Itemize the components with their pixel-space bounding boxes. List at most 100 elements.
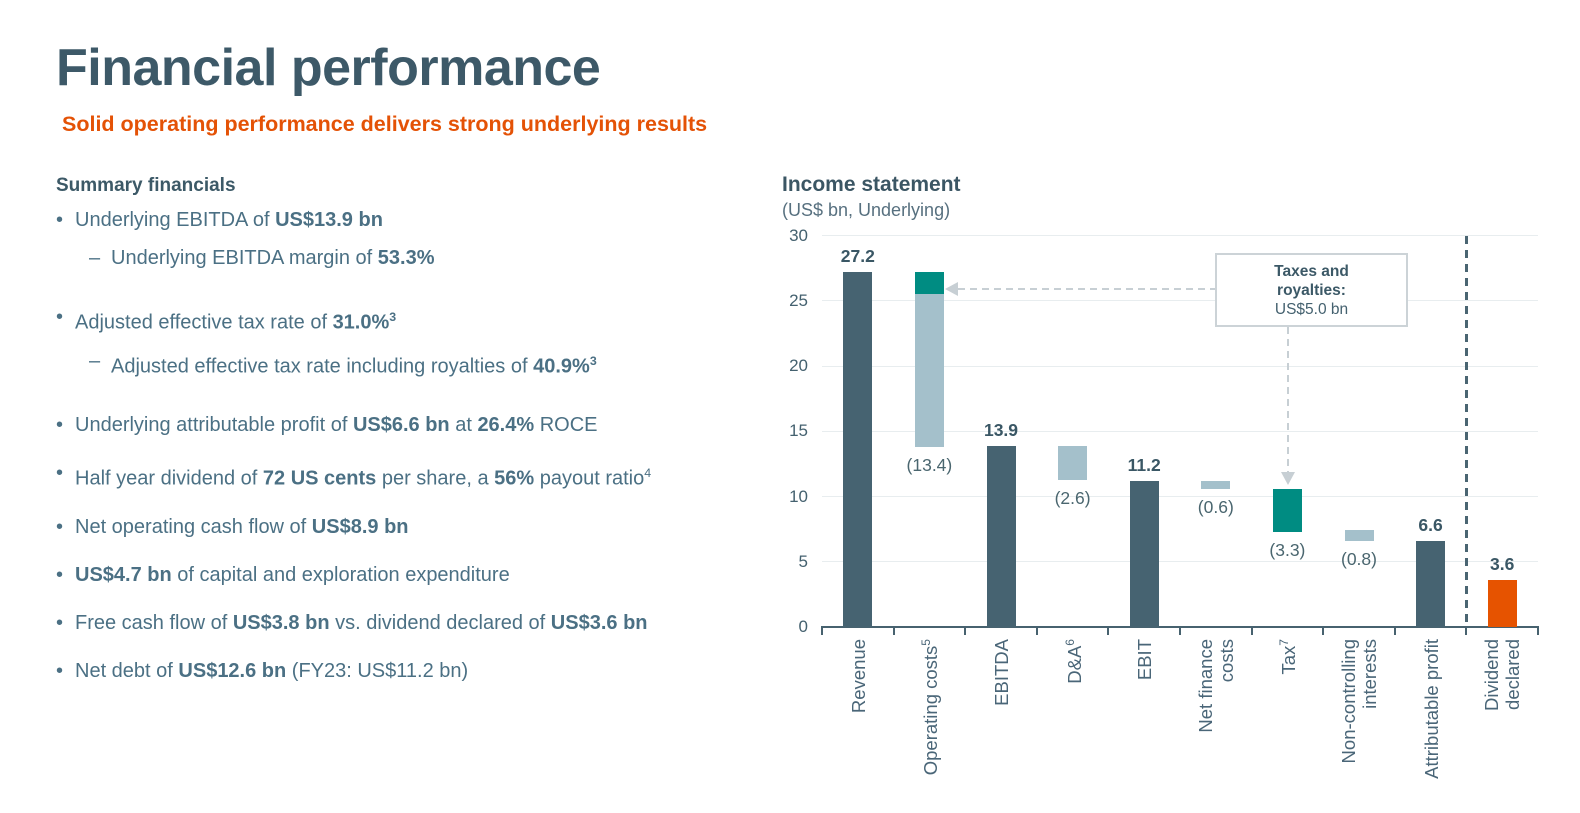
taxes-royalties-callout: Taxes and royalties: US$5.0 bn bbox=[1215, 253, 1408, 327]
bullet-marker: • bbox=[56, 563, 64, 586]
axis-tick bbox=[1465, 627, 1468, 635]
bar-attributable-profit-segment bbox=[1416, 540, 1446, 627]
bullet-marker: • bbox=[56, 462, 64, 485]
bar-value-label: 13.9 bbox=[983, 419, 1019, 440]
bar-value-label: (0.8) bbox=[1341, 548, 1377, 569]
summary-bullet-list: • Underlying EBITDA of US$13.9 bn – Underly… bbox=[56, 208, 766, 684]
bullet-text: Adjusted effective tax rate including ro… bbox=[111, 353, 597, 378]
page-title: Financial performance bbox=[56, 39, 601, 97]
bullet-text: US$4.7 bn of capital and exploration exp… bbox=[75, 563, 510, 586]
dividend-separator-line bbox=[1465, 236, 1468, 627]
bar-dividend-declared-segment bbox=[1487, 580, 1517, 627]
bullet-marker: • bbox=[56, 414, 64, 437]
chart-plot-area: Taxes and royalties: US$5.0 bn 0 5 10 15 20 2… bbox=[782, 226, 1578, 813]
bar-operating-costs-segment bbox=[914, 294, 944, 447]
chart-title: Income statement bbox=[782, 173, 961, 196]
axis-tick bbox=[1035, 627, 1038, 635]
callout-arrow-horizontal bbox=[958, 288, 1215, 291]
callout-line-1: Taxes and bbox=[1274, 263, 1349, 280]
callout-line-2: royalties: bbox=[1277, 282, 1346, 299]
gridline bbox=[822, 300, 1538, 302]
axis-tick bbox=[1322, 627, 1325, 635]
gridline bbox=[822, 496, 1538, 497]
y-axis-tick-label: 10 bbox=[789, 486, 808, 506]
x-axis-category-label: Operating costs5 bbox=[919, 639, 942, 776]
bar-value-label: 27.2 bbox=[840, 246, 875, 267]
chart-subtitle: (US$ bn, Underlying) bbox=[782, 200, 951, 220]
bar-value-label: (3.3) bbox=[1269, 539, 1306, 560]
bullet-marker: • bbox=[56, 515, 64, 538]
bar-ebit-segment bbox=[1129, 480, 1159, 627]
bullet-text: Underlying EBITDA of US$13.9 bn bbox=[75, 209, 383, 231]
y-axis-tick-label: 30 bbox=[789, 225, 808, 245]
bullet-marker: – bbox=[89, 349, 101, 372]
x-axis-category-label: Attributable profit bbox=[1420, 639, 1442, 779]
x-axis-category-label: EBIT bbox=[1133, 639, 1155, 681]
axis-tick bbox=[1179, 627, 1181, 635]
bar-value-label: (0.6) bbox=[1197, 496, 1234, 517]
bar-value-label: 11.2 bbox=[1127, 454, 1161, 475]
bullet-text: Underlying EBITDA margin of 53.3% bbox=[111, 247, 435, 269]
summary-heading: Summary financials bbox=[56, 175, 236, 196]
bullet-text: Underlying attributable profit of US$6.6… bbox=[75, 414, 598, 437]
bullet-text: Adjusted effective tax rate of 31.0%3 bbox=[75, 310, 397, 334]
axis-tick bbox=[964, 627, 967, 635]
y-axis-tick-label: 20 bbox=[789, 356, 808, 375]
bar-ebitda-segment bbox=[986, 445, 1016, 627]
x-axis-category-label: Non-controlling interests bbox=[1338, 639, 1380, 764]
bar-value-label: (13.4) bbox=[906, 454, 953, 475]
sub-bullet-item: – Underlying EBITDA margin of 53.3% bbox=[89, 246, 766, 271]
x-axis-category-label: D&A6 bbox=[1063, 639, 1086, 684]
bullet-text: Half year dividend of 72 US cents per sh… bbox=[75, 466, 652, 490]
callout-arrowhead-left-icon bbox=[945, 282, 958, 296]
x-axis-category-label: EBITDA bbox=[990, 639, 1012, 706]
x-axis-category-label: Net finance costs bbox=[1194, 639, 1237, 733]
bullet-marker: • bbox=[56, 611, 64, 634]
bullet-marker: • bbox=[56, 209, 64, 231]
x-axis-category-label: Dividend declared bbox=[1481, 639, 1524, 711]
bullet-item: • US$4.7 bn of capital and exploration ex… bbox=[56, 563, 766, 588]
bullet-text: Free cash flow of US$3.8 bn vs. dividend… bbox=[75, 611, 648, 634]
bullet-marker: • bbox=[56, 659, 64, 682]
y-axis-tick-label: 15 bbox=[789, 421, 808, 441]
bar-tax-segment bbox=[1272, 488, 1302, 532]
gridline bbox=[822, 561, 1538, 563]
bullet-text: Net debt of US$12.6 bn (FY23: US$11.2 bn… bbox=[75, 659, 469, 682]
page-subtitle: Solid operating performance delivers str… bbox=[62, 112, 708, 136]
y-axis-tick-label: 5 bbox=[798, 551, 808, 571]
bar-operating-costs-segment bbox=[914, 272, 944, 295]
axis-tick bbox=[1393, 627, 1396, 635]
bar-value-label: 3.6 bbox=[1490, 554, 1515, 575]
bullet-item: • Net operating cash flow of US$8.9 bn bbox=[56, 515, 766, 540]
bullet-item: • Adjusted effective tax rate of 31.0%3 bbox=[56, 305, 766, 336]
axis-tick bbox=[1250, 627, 1253, 635]
chart-header: Income statement (US$ bn, Underlying) bbox=[782, 172, 961, 222]
bar-revenue-segment bbox=[843, 272, 873, 627]
bullet-item: • Underlying attributable profit of US$6.… bbox=[56, 413, 766, 438]
bullet-item: • Half year dividend of 72 US cents per s… bbox=[56, 461, 766, 492]
axis-tick bbox=[821, 627, 823, 635]
gridline bbox=[822, 430, 1538, 432]
y-axis-tick-label: 0 bbox=[798, 617, 808, 636]
bullet-marker: • bbox=[56, 306, 64, 328]
callout-arrowhead-down-icon bbox=[1281, 472, 1295, 485]
gridline bbox=[822, 235, 1538, 236]
y-axis-tick-label: 25 bbox=[789, 290, 808, 310]
axis-tick bbox=[892, 627, 895, 635]
bullet-marker: – bbox=[89, 247, 101, 269]
axis-tick bbox=[1537, 627, 1539, 635]
bar-value-label: (2.6) bbox=[1054, 487, 1091, 508]
bullet-text: Net operating cash flow of US$8.9 bn bbox=[75, 515, 409, 538]
axis-tick bbox=[1107, 627, 1110, 635]
gridline bbox=[822, 365, 1538, 367]
bar-net-finance-costs-segment bbox=[1201, 480, 1231, 489]
callout-arrow-vertical bbox=[1287, 327, 1290, 473]
bullet-item: • Net debt of US$12.6 bn (FY23: US$11.2 b… bbox=[56, 659, 766, 684]
bar-value-label: 6.6 bbox=[1418, 514, 1443, 535]
sub-bullet-item: – Adjusted effective tax rate including r… bbox=[89, 349, 766, 380]
bullet-item: • Underlying EBITDA of US$13.9 bn bbox=[56, 208, 766, 233]
bullet-item: • Free cash flow of US$3.8 bn vs. dividen… bbox=[56, 611, 766, 636]
x-axis-category-label: Revenue bbox=[847, 639, 869, 714]
summary-section: Summary financials • Underlying EBITDA of… bbox=[56, 174, 766, 684]
